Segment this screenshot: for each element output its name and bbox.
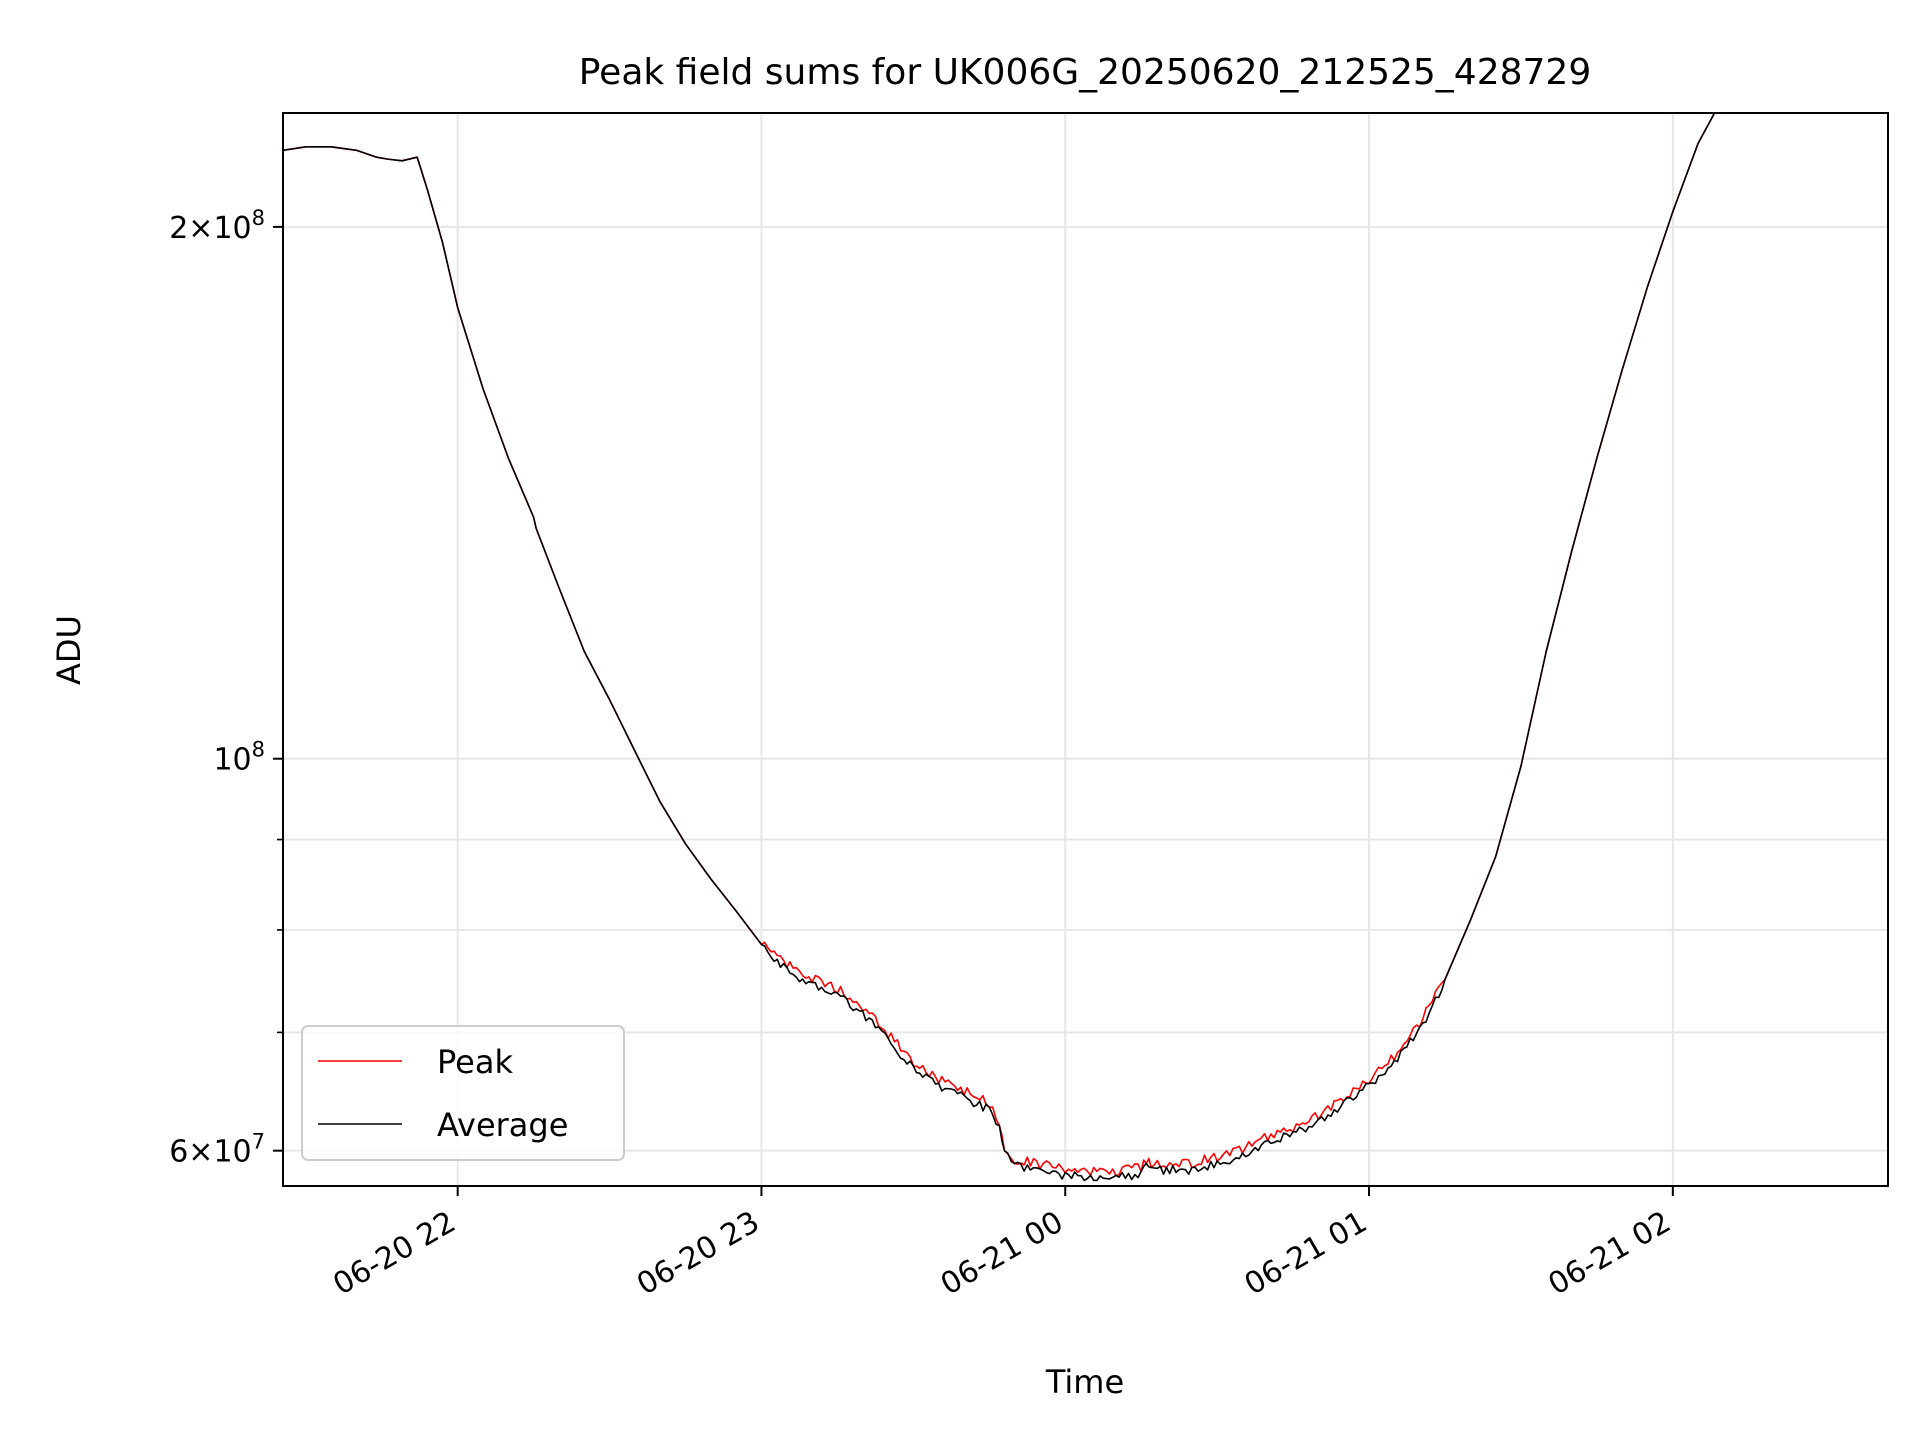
- y-tick-label: 108: [213, 738, 265, 778]
- series-line-peak: [283, 113, 1716, 1177]
- y-axis-label: ADU: [50, 615, 88, 685]
- chart-title: Peak field sums for UK006G_20250620_2125…: [579, 52, 1591, 93]
- series-layer: [283, 113, 1716, 1182]
- legend: Peak Average: [301, 1025, 625, 1161]
- legend-label-average: Average: [437, 1106, 568, 1144]
- grid: [283, 113, 1888, 1186]
- legend-label-peak: Peak: [437, 1043, 513, 1081]
- series-line-average: [283, 113, 1716, 1182]
- y-tick-label: 6×107: [169, 1130, 265, 1170]
- plot-frame: [282, 112, 1889, 1187]
- legend-box: [301, 1025, 625, 1161]
- x-axis-label: Time: [1045, 1363, 1124, 1401]
- y-tick-label: 2×108: [169, 206, 265, 246]
